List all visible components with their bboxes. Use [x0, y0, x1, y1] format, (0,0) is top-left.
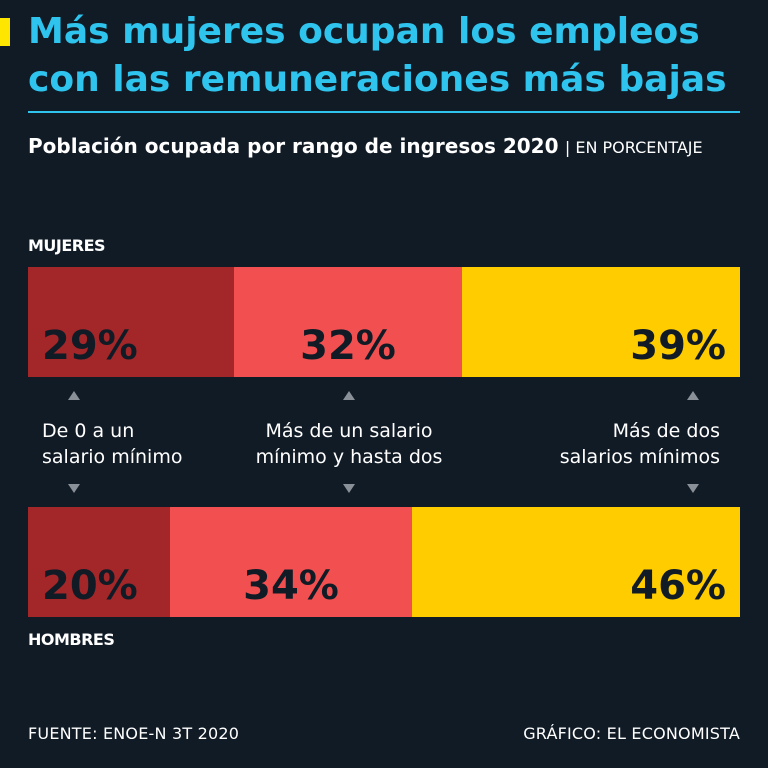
women-bar: 29% 32% 39% — [28, 267, 740, 377]
category-line: Más de un salario — [265, 420, 433, 442]
headline: Más mujeres ocupan los empleos con las r… — [28, 11, 727, 100]
bar-segment-high: 46% — [412, 507, 740, 617]
source-note: FUENTE: ENOE-N 3T 2020 — [28, 724, 240, 743]
category-line: salario mínimo — [42, 446, 183, 468]
data-label: 32% — [300, 323, 396, 369]
bar-segment-mid: 32% — [234, 267, 462, 377]
arrow-up-icon — [68, 391, 80, 400]
arrow-down-icon — [68, 484, 80, 493]
arrow-up-icon — [343, 391, 355, 400]
bar-segment-mid: 34% — [170, 507, 412, 617]
credit-note: GRÁFICO: EL ECONOMISTA — [523, 724, 740, 743]
data-label: 46% — [630, 563, 726, 609]
chart-subtitle: Población ocupada por rango de ingresos … — [28, 132, 740, 162]
data-label: 34% — [243, 563, 339, 609]
category-label-low: De 0 a un salario mínimo — [42, 418, 182, 470]
category-line: Más de dos — [612, 420, 720, 442]
arrow-down-icon — [687, 484, 699, 493]
headline-divider — [28, 111, 740, 113]
bar-segment-low: 20% — [28, 507, 170, 617]
bar-segment-high: 39% — [462, 267, 740, 377]
yellow-tag-marker — [0, 18, 10, 46]
category-label-high: Más de dos salarios mínimos — [560, 418, 720, 470]
men-label: HOMBRES — [28, 630, 115, 649]
category-label-mid: Más de un salario mínimo y hasta dos — [234, 418, 464, 470]
arrow-down-icon — [343, 484, 355, 493]
category-line: De 0 a un — [42, 420, 135, 442]
data-label: 20% — [42, 563, 138, 609]
subtitle-text: Población ocupada por rango de ingresos … — [28, 134, 559, 158]
men-bar: 20% 34% 46% — [28, 507, 740, 617]
category-line: mínimo y hasta dos — [255, 446, 443, 468]
unit-label: | EN PORCENTAJE — [564, 138, 703, 157]
category-line: salarios mínimos — [559, 446, 720, 468]
data-label: 29% — [42, 323, 138, 369]
bar-segment-low: 29% — [28, 267, 234, 377]
women-label: MUJERES — [28, 236, 106, 255]
arrow-up-icon — [687, 391, 699, 400]
data-label: 39% — [630, 323, 726, 369]
